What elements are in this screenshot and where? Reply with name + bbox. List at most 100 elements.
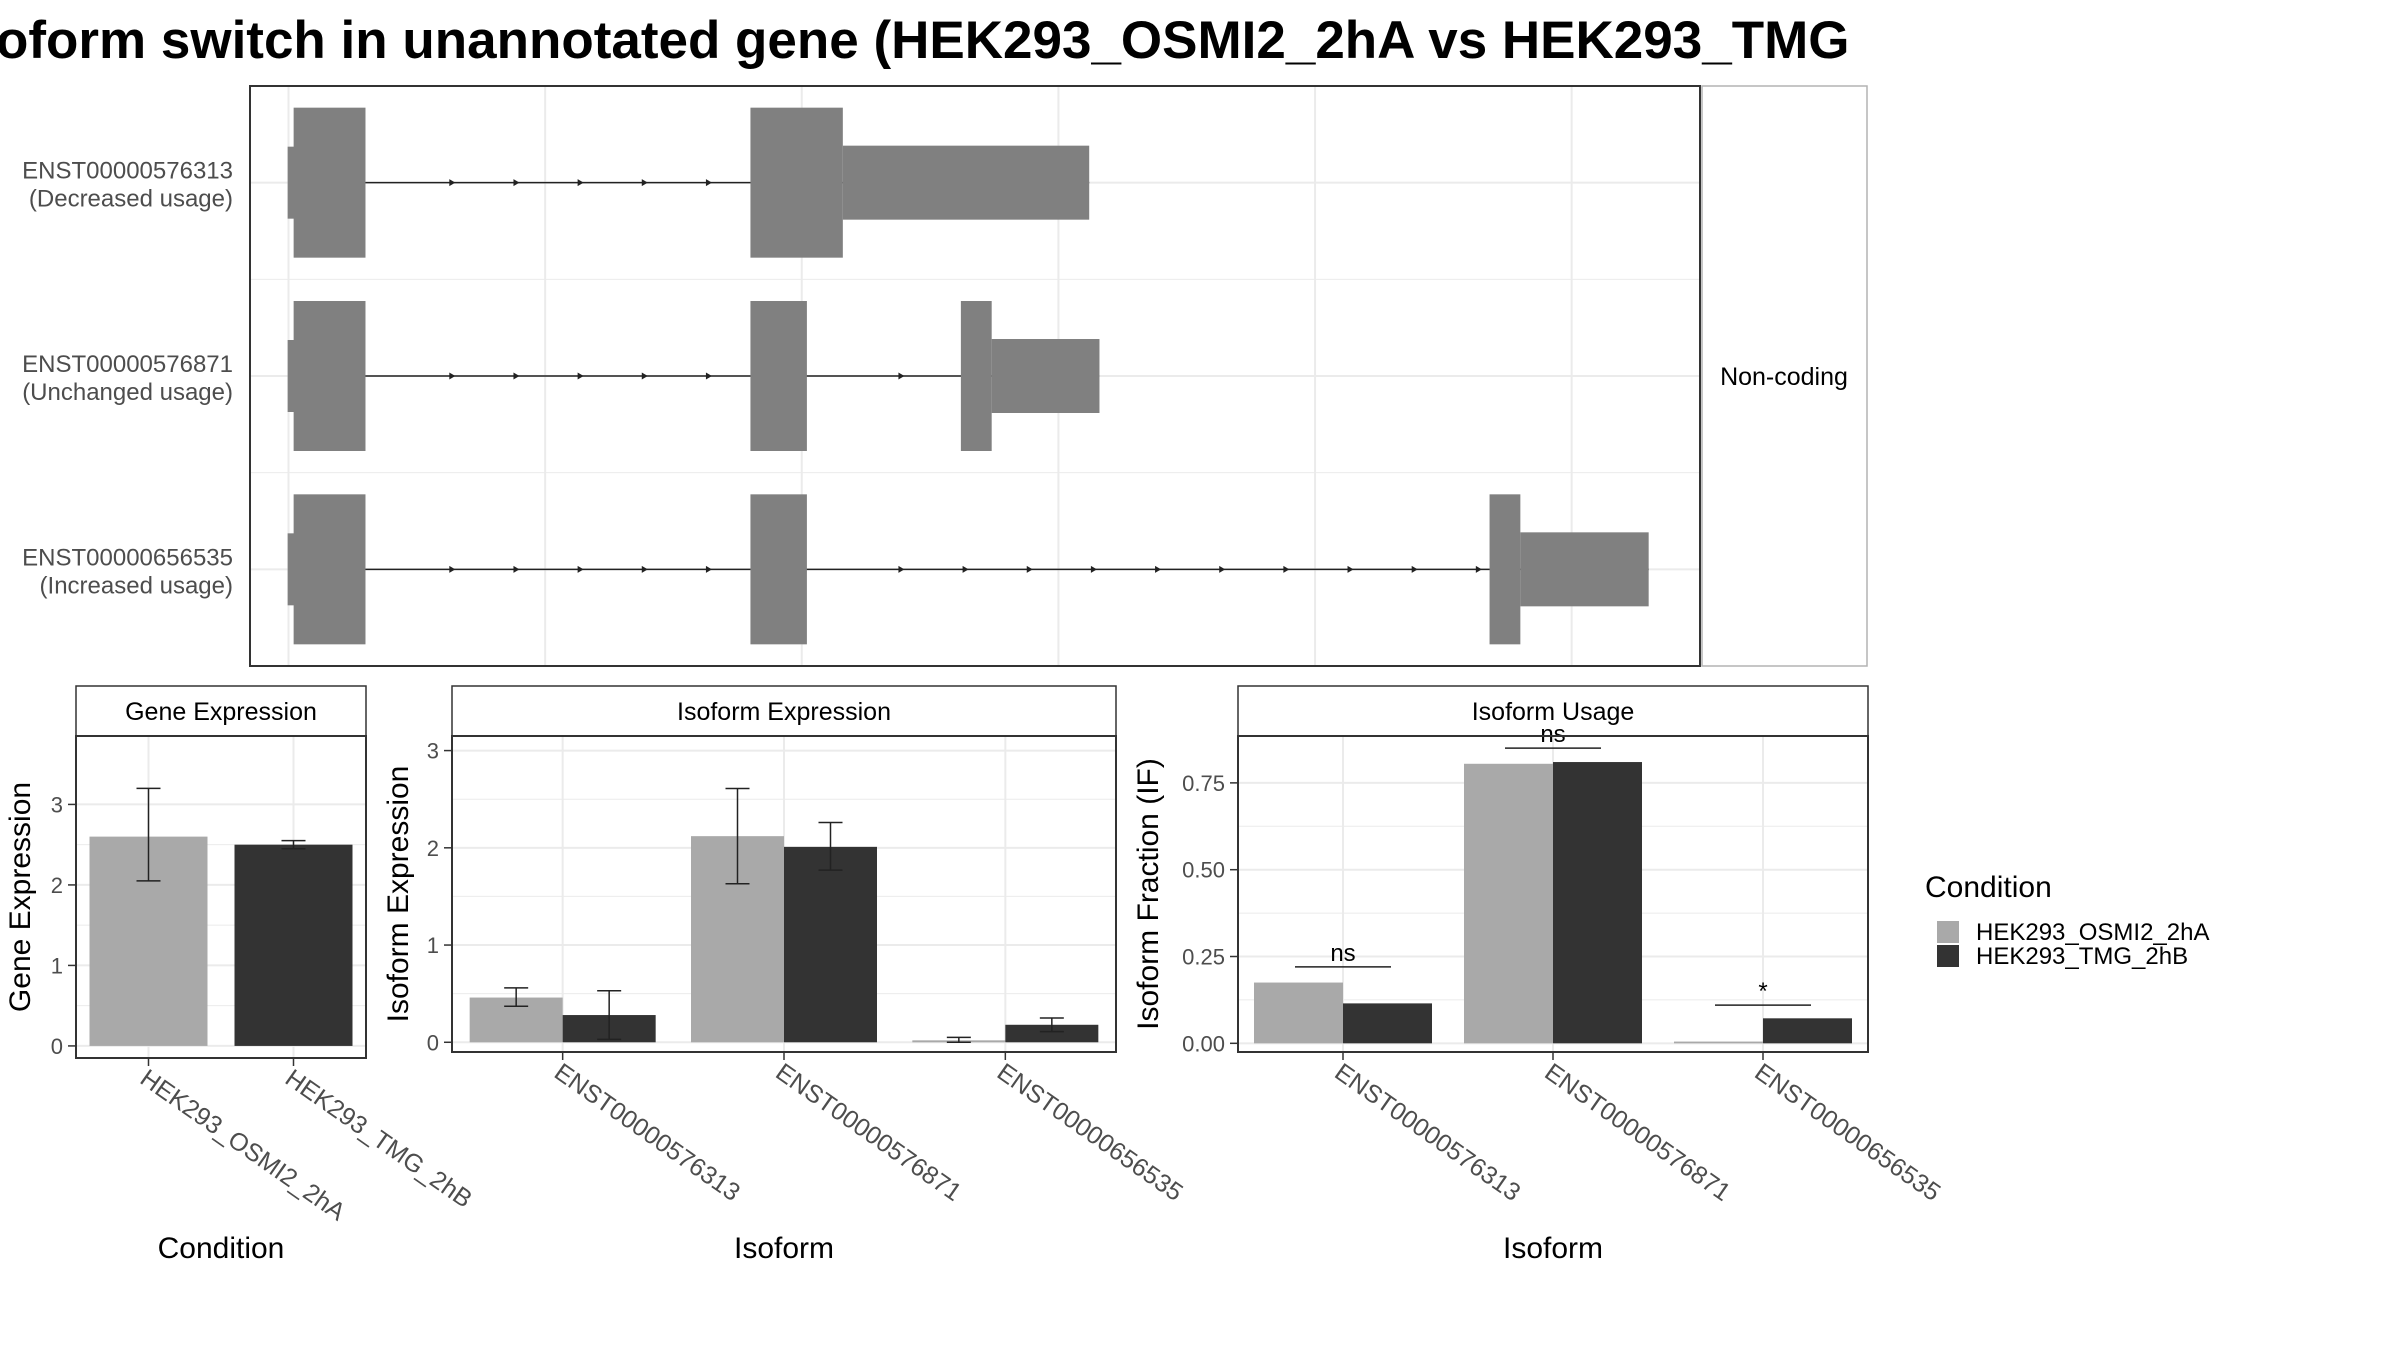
x-tick-label: ENST00000656535 [992,1058,1188,1207]
exon-stub [287,146,296,219]
strand-arrow [898,565,905,573]
bar [1464,763,1553,1044]
structure-strip-label: Non-coding [1720,363,1848,391]
track-id-label: ENST00000576871 [22,351,233,378]
y-tick-label: 0.25 [1182,945,1225,970]
figure-title: oform switch in unannotated gene (HEK293… [0,11,1849,70]
panel-strip-label: Isoform Expression [677,698,891,726]
exon-coding-block [750,494,807,645]
strand-arrow [641,565,648,573]
y-tick-label: 3 [51,792,63,817]
y-tick-label: 0 [51,1034,63,1059]
strand-arrow [1475,565,1482,573]
gene-structure-panel: ENST00000576313(Decreased usage) ENST0000… [22,85,1868,667]
strand-arrow [898,372,905,380]
x-axis-title: Isoform [1503,1232,1603,1265]
legend-item-label: HEK293_OSMI2_2hA [1976,919,2209,946]
x-tick-label: ENST00000576313 [549,1058,745,1207]
strand-arrow [449,179,456,187]
x-tick-label: ENST00000656535 [1750,1058,1946,1207]
x-axis-title: Condition [158,1232,285,1265]
strand-arrow [449,565,456,573]
panel-strip [451,685,1117,737]
exon-stub [287,533,296,606]
strand-arrow [577,565,584,573]
legend-swatch [1937,945,1959,967]
track-id-label: ENST00000576313 [22,158,233,185]
strand-arrow [1347,565,1354,573]
strand-arrow [1411,565,1418,573]
y-tick-label: 3 [427,739,439,764]
y-tick-label: 0 [427,1030,439,1055]
track-usage-label: (Increased usage) [40,572,233,599]
strand-arrow [577,179,584,187]
structure-border [249,85,1701,667]
bar [234,844,353,1046]
y-tick-label: 2 [427,836,439,861]
y-tick-label: 0.00 [1182,1031,1225,1056]
isoform-usage-panel: Isoform Usagensns*0.000.250.500.75ENST00… [1132,685,1946,1265]
exon-utr-block [842,145,1090,220]
exon-coding-block [750,107,843,258]
bar [1674,1041,1763,1044]
strand-arrow [1219,565,1226,573]
track-usage-label: (Unchanged usage) [22,379,233,406]
y-tick-label: 2 [51,873,63,898]
structure-strip [1701,85,1868,667]
y-axis-title: Isoform Fraction (IF) [1132,758,1165,1030]
legend-swatch [1937,921,1959,943]
exon-stub [287,340,296,412]
legend-item-label: HEK293_TMG_2hB [1976,943,2188,970]
strand-arrow [962,565,969,573]
exon-coding-block [960,301,992,451]
exon-coding-block [293,107,366,258]
panel-border [75,735,367,1059]
strand-arrow [449,372,456,380]
x-tick-label: ENST00000576871 [771,1058,967,1207]
y-tick-label: 0.50 [1182,858,1225,883]
legend-title: Condition [1925,871,2052,904]
bar [784,846,877,1043]
significance-label: ns [1540,721,1565,748]
strand-arrow [705,179,712,187]
strand-arrow [1283,565,1290,573]
track-id-label: ENST00000656535 [22,544,233,571]
strand-arrow [513,565,520,573]
significance-label: * [1758,978,1767,1005]
exon-coding-block [293,494,366,645]
strand-arrow [577,372,584,380]
x-tick-label: ENST00000576313 [1330,1058,1526,1207]
strand-arrow [641,372,648,380]
strand-arrow [513,372,520,380]
strand-arrow [1155,565,1162,573]
y-axis-title: Gene Expression [4,782,37,1012]
panel-strip [1237,685,1869,737]
strand-arrow [705,565,712,573]
y-axis-title: Isoform Expression [382,766,415,1023]
panel-strip-label: Gene Expression [125,698,317,726]
significance-label: ns [1330,940,1355,967]
x-axis-title: Isoform [734,1232,834,1265]
panel-strip [75,685,367,737]
strand-arrow [513,179,520,187]
strand-arrow [641,179,648,187]
bar [1005,1024,1099,1043]
y-tick-label: 0.75 [1182,771,1225,796]
bar [1343,1003,1432,1044]
exon-coding-block [750,301,807,451]
exon-utr-block [991,339,1100,413]
exon-utr-block [1520,532,1649,607]
bar [1763,1018,1852,1044]
bar [1553,762,1642,1044]
panel-strip-label: Isoform Usage [1472,698,1635,726]
strand-arrow [1090,565,1097,573]
strand-arrow [1026,565,1033,573]
track-usage-label: (Decreased usage) [29,186,233,213]
bar [1254,982,1343,1044]
y-tick-label: 1 [51,953,63,978]
exon-coding-block [1489,494,1521,645]
x-tick-label: ENST00000576871 [1540,1058,1736,1207]
